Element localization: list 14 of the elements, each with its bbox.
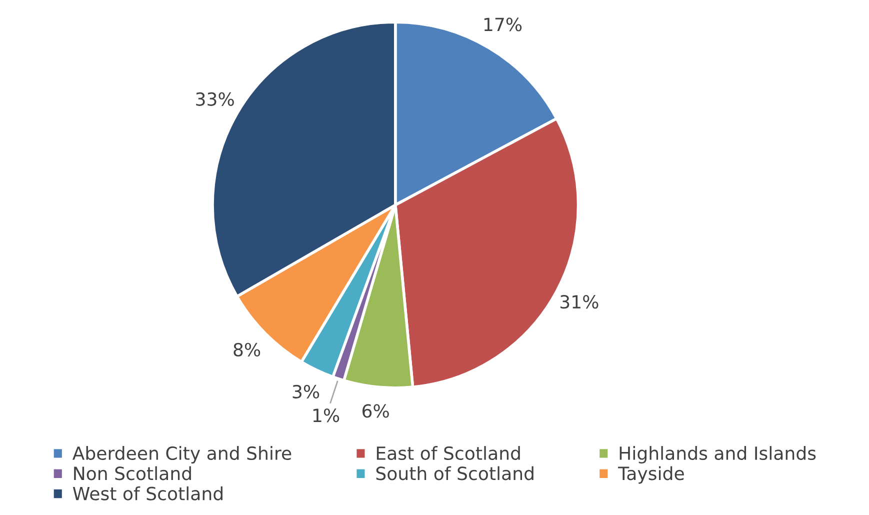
data-label: 8% [234,342,260,356]
legend-label: Tayside [618,466,684,484]
data-label: 33% [196,92,234,106]
data-label: 6% [362,404,389,418]
data-label: 1% [313,408,340,422]
data-label: 17% [484,18,522,32]
legend-label: Non Scotland [74,466,191,480]
legend-label: Highlands and Islands [620,446,816,464]
legend-label: South of Scotland [376,466,534,480]
legend-label: Aberdeen City and Shire [72,446,292,464]
legend-label: West of Scotland [72,486,222,500]
data-label: 3% [292,384,320,398]
legend-label: East of Scotland [376,446,520,460]
data-label: 31% [560,295,598,309]
